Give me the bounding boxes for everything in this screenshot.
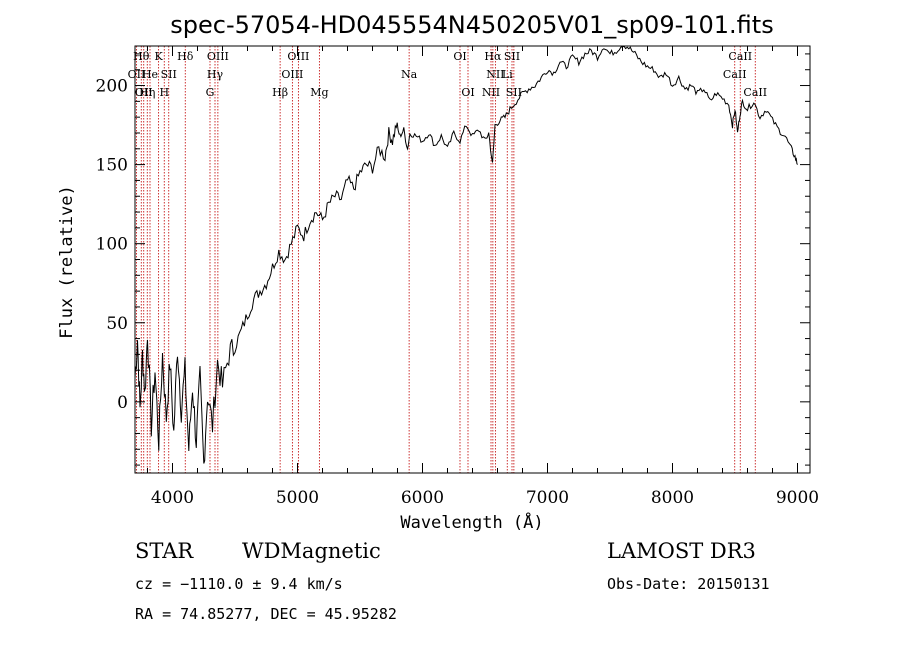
y-tick-label: 100 bbox=[96, 235, 128, 255]
spectral-line-label: OI bbox=[461, 86, 474, 99]
coordinates: RA = 74.85277, DEC = 45.95282 bbox=[135, 605, 397, 623]
spectral-line-label: G bbox=[206, 86, 215, 99]
object-class: STAR bbox=[135, 539, 194, 563]
spectral-line-label: He bbox=[142, 68, 158, 81]
plot-frame bbox=[134, 45, 811, 474]
spectral-line-label: Hη bbox=[139, 86, 155, 99]
spectral-line-label: K bbox=[155, 50, 164, 63]
redshift-velocity: cz = −1110.0 ± 9.4 km/s bbox=[135, 575, 343, 593]
spectral-line-label: OIII bbox=[207, 50, 229, 63]
spectral-line-labels: OIIHθOIIHηHeKHSIIHδGHγOIIIHβOIIIOIIIMgNa… bbox=[128, 50, 767, 99]
x-tick-label: 7000 bbox=[526, 488, 569, 508]
x-tick-label: 8000 bbox=[651, 488, 694, 508]
spectral-line-label: CaII bbox=[723, 68, 747, 81]
spectral-line-label: SII bbox=[506, 86, 522, 99]
spectral-line-label: Hα bbox=[484, 50, 502, 63]
x-tick-label: 4000 bbox=[151, 488, 194, 508]
spectral-line-label: Hβ bbox=[272, 86, 288, 99]
spectral-line-label: Hθ bbox=[133, 50, 150, 63]
chart-title: spec-57054-HD045554N450205V01_sp09-101.f… bbox=[170, 11, 773, 39]
spectral-line-label: CaII bbox=[728, 50, 752, 63]
spectral-line-label: Hδ bbox=[177, 50, 194, 63]
spectral-line-label: OI bbox=[453, 50, 466, 63]
y-tick-label: 150 bbox=[96, 156, 128, 176]
observation-date: Obs-Date: 20150131 bbox=[607, 575, 770, 593]
x-tick-label: 6000 bbox=[401, 488, 444, 508]
survey-name: LAMOST DR3 bbox=[607, 539, 756, 563]
spectral-line-label: Hγ bbox=[207, 68, 224, 81]
spectrum-line bbox=[134, 45, 798, 464]
spectral-line-label: Mg bbox=[310, 86, 328, 99]
x-tick-label: 9000 bbox=[776, 488, 819, 508]
spectral-line-label: CaII bbox=[743, 86, 767, 99]
y-tick-label: 200 bbox=[96, 77, 128, 97]
x-axis-label: Wavelength (Å) bbox=[400, 511, 543, 533]
spectral-line-label: OII bbox=[128, 68, 146, 81]
spectral-line-label: SII bbox=[161, 68, 177, 81]
spectral-line-label: NII bbox=[486, 68, 504, 81]
y-axis-ticks: 0 50 100 150 200 bbox=[96, 53, 810, 466]
spectral-line-label: NII bbox=[482, 86, 500, 99]
y-axis-label: Flux (relative) bbox=[57, 185, 77, 339]
x-axis-ticks: 4000 5000 6000 7000 8000 9000 bbox=[147, 46, 819, 508]
spectral-line-label: OIII bbox=[287, 50, 309, 63]
spectral-line-label: H bbox=[159, 86, 169, 99]
spectral-line-label: SII bbox=[504, 50, 520, 63]
spectral-line-markers bbox=[136, 46, 756, 473]
object-subclass: WDMagnetic bbox=[242, 539, 381, 563]
spectral-line-label: Na bbox=[401, 68, 418, 81]
spectral-line-label: Li bbox=[502, 68, 513, 81]
spectral-line-label: OIII bbox=[281, 68, 303, 81]
x-tick-label: 5000 bbox=[276, 488, 319, 508]
y-tick-label: 50 bbox=[106, 314, 128, 334]
y-tick-label: 0 bbox=[117, 393, 128, 413]
spectral-line-label: OII bbox=[135, 86, 153, 99]
